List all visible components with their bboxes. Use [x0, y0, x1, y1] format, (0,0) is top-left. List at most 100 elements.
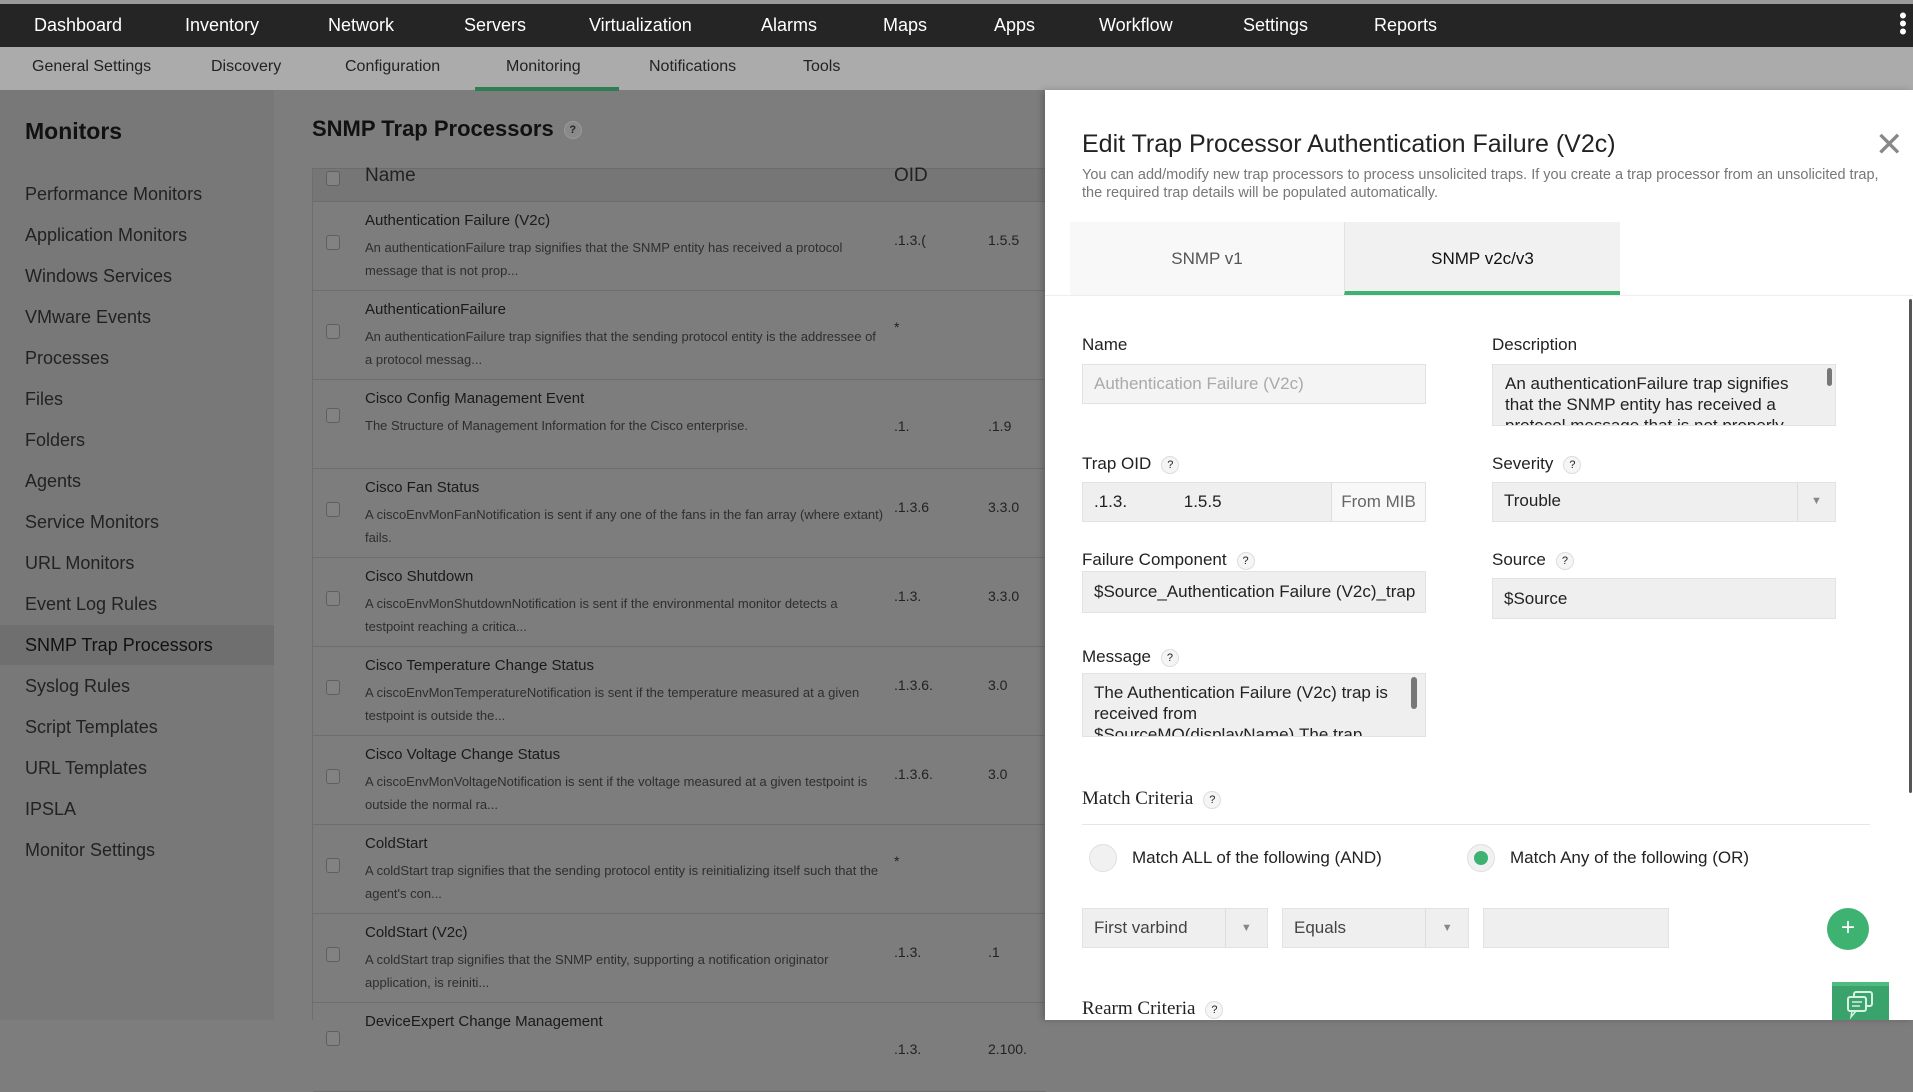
row-name[interactable]: Cisco Temperature Change Status	[365, 657, 595, 674]
message-textarea[interactable]: The Authentication Failure (V2c) trap is…	[1082, 673, 1426, 737]
match-any-radio[interactable]	[1467, 844, 1495, 872]
help-icon[interactable]: ?	[1236, 551, 1255, 570]
sidebar-item-folders[interactable]: Folders	[25, 430, 86, 450]
row-checkbox[interactable]	[326, 408, 340, 423]
more-menu-icon[interactable]: • • •	[1899, 3, 1907, 44]
description-textarea[interactable]: An authenticationFailure trap signifies …	[1492, 364, 1836, 426]
table-row[interactable]: Cisco Shutdown A ciscoEnvMonShutdownNoti…	[313, 558, 1046, 647]
table-row[interactable]: ColdStart (V2c) A coldStart trap signifi…	[313, 914, 1046, 1003]
sidebar-item-monitor-settings[interactable]: Monitor Settings	[25, 840, 156, 860]
nav-reports[interactable]: Reports	[1374, 15, 1438, 35]
sidebar-item-application-monitors[interactable]: Application Monitors	[25, 225, 188, 245]
row-checkbox[interactable]	[326, 680, 340, 695]
column-oid[interactable]: OID	[894, 165, 928, 186]
row-checkbox[interactable]	[326, 769, 340, 784]
row-checkbox[interactable]	[326, 324, 340, 339]
match-any-label[interactable]: Match Any of the following (OR)	[1510, 848, 1750, 867]
row-checkbox[interactable]	[326, 858, 340, 873]
close-icon[interactable]: ✕	[1875, 126, 1904, 164]
subnav-monitoring[interactable]: Monitoring	[506, 58, 581, 75]
trap-oid-field[interactable]: .1.3. 1.5.5 From MIB	[1082, 482, 1426, 522]
nav-dashboard[interactable]: Dashboard	[34, 15, 123, 35]
help-icon[interactable]: ?	[1203, 790, 1222, 809]
sidebar-item-service-monitors[interactable]: Service Monitors	[25, 512, 160, 532]
criteria-value-input[interactable]	[1483, 908, 1669, 948]
row-checkbox[interactable]	[326, 235, 340, 250]
tab-snmp-v2c-v3[interactable]: SNMP v2c/v3	[1344, 222, 1620, 295]
tab-snmp-v1[interactable]: SNMP v1	[1070, 222, 1344, 295]
sidebar-item-agents[interactable]: Agents	[25, 471, 82, 491]
sidebar-item-url-monitors[interactable]: URL Monitors	[25, 553, 135, 573]
nav-apps[interactable]: Apps	[994, 15, 1036, 35]
name-field[interactable]: Authentication Failure (V2c)	[1082, 364, 1426, 404]
row-name[interactable]: Cisco Voltage Change Status	[365, 746, 561, 763]
add-criteria-button[interactable]: +	[1827, 908, 1869, 950]
subnav-general-settings[interactable]: General Settings	[32, 58, 152, 75]
sidebar-item-syslog-rules[interactable]: Syslog Rules	[25, 676, 131, 696]
nav-alarms[interactable]: Alarms	[761, 15, 818, 35]
row-name[interactable]: Cisco Fan Status	[365, 479, 480, 496]
subnav-tools[interactable]: Tools	[803, 58, 841, 75]
nav-workflow[interactable]: Workflow	[1099, 15, 1173, 35]
sidebar-item-url-templates[interactable]: URL Templates	[25, 758, 148, 778]
nav-network[interactable]: Network	[328, 15, 395, 35]
row-checkbox[interactable]	[326, 502, 340, 517]
table-row[interactable]: ColdStart A coldStart trap signifies tha…	[313, 825, 1046, 914]
sidebar-item-processes[interactable]: Processes	[25, 348, 110, 368]
table-row[interactable]: Cisco Voltage Change Status A ciscoEnvMo…	[313, 736, 1046, 825]
sidebar-item-ipsla[interactable]: IPSLA	[25, 799, 77, 819]
sidebar-item-vmware-events[interactable]: VMware Events	[25, 307, 152, 327]
nav-inventory[interactable]: Inventory	[185, 15, 260, 35]
row-name[interactable]: AuthenticationFailure	[365, 301, 506, 318]
help-icon[interactable]: ?	[563, 121, 582, 140]
row-checkbox[interactable]	[326, 591, 340, 606]
criteria-field-select[interactable]: First varbind ▼	[1082, 908, 1268, 948]
column-name[interactable]: Name	[365, 165, 416, 186]
sidebar-item-event-log-rules[interactable]: Event Log Rules	[25, 594, 158, 614]
panel-scrollbar[interactable]	[1909, 299, 1912, 793]
sidebar-item-performance-monitors[interactable]: Performance Monitors	[25, 184, 203, 204]
sidebar-item-snmp-trap-processors[interactable]: SNMP Trap Processors	[0, 625, 274, 665]
table-row[interactable]: Cisco Config Management Event The Struct…	[313, 380, 1046, 469]
help-icon[interactable]: ?	[1555, 551, 1574, 570]
table-row[interactable]: Cisco Temperature Change Status A ciscoE…	[313, 647, 1046, 736]
table-row[interactable]: Cisco Fan Status A ciscoEnvMonFanNotific…	[313, 469, 1046, 558]
scrollbar[interactable]	[1411, 677, 1417, 709]
help-icon[interactable]: ?	[1160, 648, 1179, 667]
nav-virtualization[interactable]: Virtualization	[589, 15, 692, 35]
chat-button[interactable]	[1832, 982, 1889, 1020]
subnav-configuration[interactable]: Configuration	[345, 58, 441, 75]
failure-component-field[interactable]: $Source_Authentication Failure (V2c)_tra…	[1082, 571, 1426, 613]
table-row[interactable]: DeviceExpert Change Management .1.3. 2.1…	[313, 1003, 1046, 1092]
from-mib-button[interactable]: From MIB	[1331, 483, 1425, 521]
subnav-notifications[interactable]: Notifications	[649, 58, 737, 75]
subnav-discovery[interactable]: Discovery	[211, 58, 282, 75]
help-icon[interactable]: ?	[1205, 1000, 1224, 1019]
help-icon[interactable]: ?	[1161, 455, 1180, 474]
nav-maps[interactable]: Maps	[883, 15, 928, 35]
sidebar-item-script-templates[interactable]: Script Templates	[25, 717, 158, 737]
nav-settings[interactable]: Settings	[1243, 15, 1309, 35]
nav-servers[interactable]: Servers	[464, 15, 527, 35]
criteria-operator-select[interactable]: Equals ▼	[1282, 908, 1469, 948]
help-icon[interactable]: ?	[1563, 455, 1582, 474]
sidebar-item-windows-services[interactable]: Windows Services	[25, 266, 173, 286]
severity-select[interactable]: Trouble ▼	[1492, 482, 1836, 522]
row-name[interactable]: ColdStart (V2c)	[365, 924, 468, 941]
select-all-checkbox[interactable]	[326, 171, 340, 186]
scrollbar[interactable]	[1827, 368, 1832, 386]
table-row[interactable]: AuthenticationFailure An authenticationF…	[313, 291, 1046, 380]
source-field[interactable]: $Source	[1492, 578, 1836, 619]
row-name[interactable]: Cisco Config Management Event	[365, 390, 585, 407]
match-all-label[interactable]: Match ALL of the following (AND)	[1132, 848, 1382, 867]
row-checkbox[interactable]	[326, 947, 340, 962]
row-name[interactable]: DeviceExpert Change Management	[365, 1013, 603, 1030]
tab-divider	[1045, 295, 1913, 296]
row-checkbox[interactable]	[326, 1031, 340, 1046]
match-all-radio[interactable]	[1089, 844, 1117, 872]
row-name[interactable]: Cisco Shutdown	[365, 568, 474, 585]
row-name[interactable]: Authentication Failure (V2c)	[365, 212, 551, 229]
sidebar-item-files[interactable]: Files	[25, 389, 64, 409]
row-name[interactable]: ColdStart	[365, 835, 428, 852]
table-row[interactable]: Authentication Failure (V2c) An authenti…	[313, 202, 1046, 291]
